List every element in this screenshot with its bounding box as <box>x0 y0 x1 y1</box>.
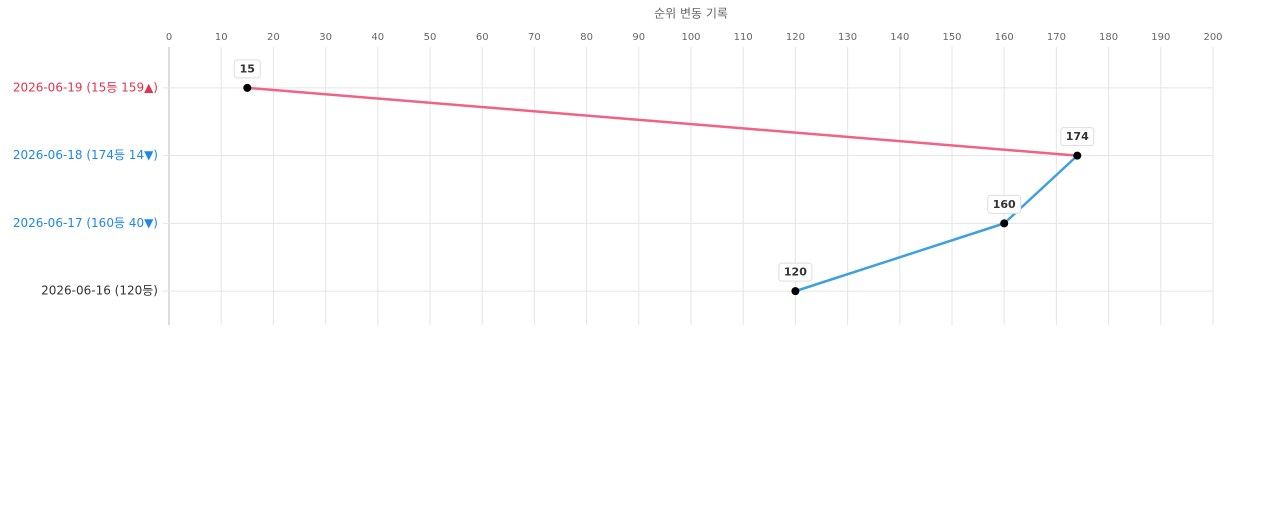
data-label: 120 <box>784 266 807 279</box>
x-tick-label: 60 <box>476 32 489 43</box>
point <box>1000 219 1009 228</box>
x-tick-label: 180 <box>1099 32 1118 43</box>
line-segment <box>247 86 1078 157</box>
x-tick-label: 90 <box>632 32 645 43</box>
x-tick-label: 20 <box>267 32 280 43</box>
x-tick-label: 190 <box>1151 32 1170 43</box>
data-label: 15 <box>240 62 255 75</box>
x-tick-label: 100 <box>681 32 700 43</box>
x-tick-label: 130 <box>838 32 857 43</box>
point <box>243 83 252 92</box>
y-tick-label: 2026-06-17 (160등 40▼) <box>13 216 158 230</box>
x-tick-label: 160 <box>995 32 1014 43</box>
point <box>1073 151 1082 160</box>
x-tick-label: 120 <box>786 32 805 43</box>
x-tick-label: 170 <box>1047 32 1066 43</box>
data-label: 160 <box>993 198 1016 211</box>
x-tick-label: 200 <box>1203 32 1222 43</box>
x-tick-label: 50 <box>424 32 437 43</box>
y-tick-label: 2026-06-18 (174등 14▼) <box>13 148 158 162</box>
line-segment <box>795 222 1005 293</box>
x-tick-label: 40 <box>371 32 384 43</box>
y-tick-label: 2026-06-19 (15등 159▲) <box>13 80 158 94</box>
x-tick-label: 110 <box>734 32 753 43</box>
x-tick-label: 140 <box>890 32 909 43</box>
data-label-box <box>233 59 261 79</box>
x-tick-label: 0 <box>166 32 172 43</box>
data-label: 174 <box>1066 130 1089 143</box>
x-tick-label: 80 <box>580 32 593 43</box>
x-tick-label: 30 <box>319 32 332 43</box>
y-tick-label: 2026-06-16 (120등) <box>41 284 158 298</box>
point <box>791 287 800 296</box>
x-tick-label: 150 <box>942 32 961 43</box>
axis-title: 순위 변동 기록 <box>654 7 728 21</box>
x-tick-label: 10 <box>215 32 228 43</box>
data-label-box <box>778 262 813 282</box>
x-tick-label: 70 <box>528 32 541 43</box>
data-label-box <box>987 194 1022 214</box>
data-label-box <box>1060 127 1095 147</box>
